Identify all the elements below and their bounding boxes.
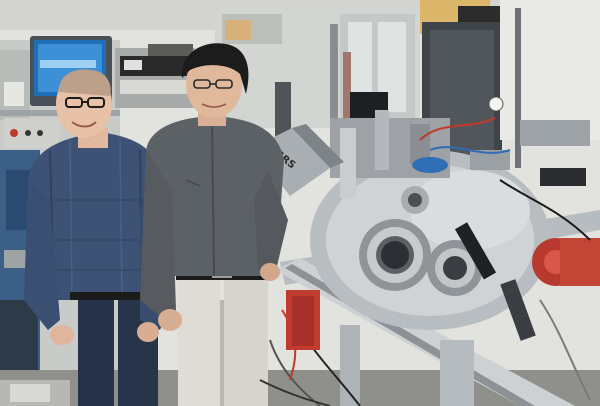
person-right	[140, 43, 288, 406]
electronics-rack	[115, 44, 195, 108]
viewport-flange	[359, 219, 431, 291]
vacuum-chamber: SRS	[252, 110, 600, 406]
floor-clutter	[0, 379, 331, 406]
